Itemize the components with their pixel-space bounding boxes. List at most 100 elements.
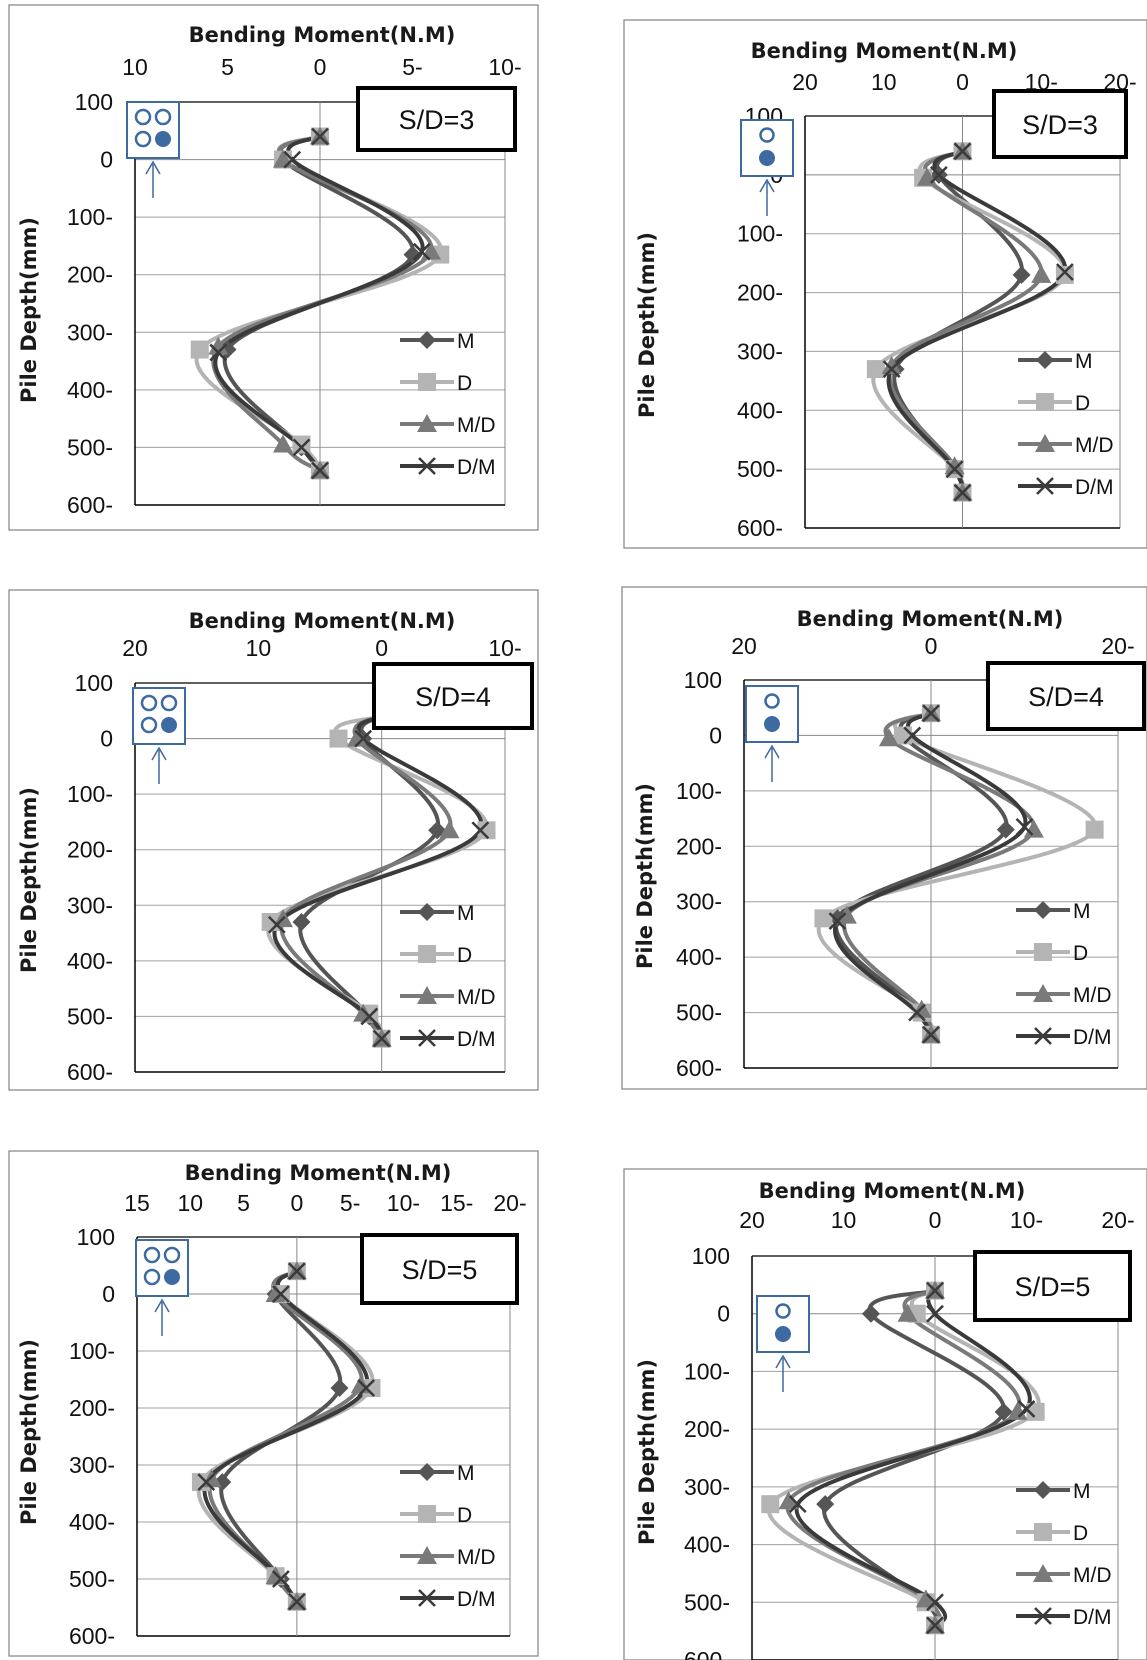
legend-label: D/M [457, 1588, 496, 1611]
legend-label: M/D [1073, 984, 1112, 1007]
data-point [190, 340, 209, 359]
sd-ratio-box [973, 1250, 1132, 1322]
y-tick-label: 400- [676, 944, 722, 970]
y-tick-label: 100- [684, 1358, 730, 1384]
x-tick-label: 10 [122, 54, 148, 80]
data-point [922, 1025, 940, 1044]
y-tick-label: 200- [737, 280, 783, 306]
legend-label: M [457, 1462, 475, 1485]
legend-marker [1034, 1481, 1052, 1499]
legend-label: M [1075, 350, 1093, 373]
y-tick-label: 200- [684, 1416, 730, 1442]
data-point [283, 150, 302, 169]
data-point [271, 1285, 290, 1303]
data-point [994, 1402, 1013, 1421]
x-tick-label: 10 [871, 69, 897, 95]
x-tick-label: 0 [925, 633, 938, 659]
chart-panel: Bending Moment(N.M) 10 5 0 5- 10- 100 0 100- 200-… [8, 4, 539, 531]
data-point [926, 1304, 944, 1323]
legend-marker [1036, 393, 1054, 411]
data-point [882, 360, 901, 378]
y-axis-title: Pile Depth(mm) [633, 783, 657, 969]
sd-ratio-box [372, 662, 534, 730]
series-line-d-m [213, 134, 425, 472]
legend-marker [418, 373, 436, 391]
x-tick-label: 20 [122, 635, 148, 661]
x-tick-label: 5 [237, 1190, 250, 1216]
data-point [292, 912, 311, 931]
legend-marker [418, 903, 436, 921]
y-tick-label: 500- [676, 1000, 722, 1026]
legend-marker [1033, 984, 1053, 1002]
legend-marker [1034, 1523, 1052, 1541]
four-pile-group-icon [126, 101, 180, 198]
sd-ratio-box [356, 86, 517, 152]
legend-label: M/D [1075, 434, 1114, 457]
x-tick-label: 10- [488, 635, 521, 661]
y-tick-label: 100- [69, 1338, 115, 1364]
data-point [1017, 1400, 1036, 1418]
data-point [329, 729, 348, 748]
x-axis-title: Bending Moment(N.M) [797, 607, 1064, 631]
data-point [897, 1303, 918, 1322]
legend-label: D/M [457, 456, 496, 479]
series-line-d-m [272, 714, 484, 1040]
y-tick-label: 300- [737, 338, 783, 364]
legend-label: D [1075, 392, 1090, 415]
legend-label: M/D [457, 986, 496, 1009]
legend: MD M/D D/M [400, 330, 496, 479]
legend: MD M/D D/M [400, 902, 496, 1051]
x-tick-label: 15- [440, 1190, 473, 1216]
legend-marker [1033, 1564, 1053, 1582]
series-markers-d-m [267, 707, 490, 1048]
y-tick-label: 300- [67, 892, 113, 918]
series-line-d-m [886, 149, 1067, 494]
x-tick-label: 10- [1010, 1207, 1043, 1233]
series-markers-d-m [882, 142, 1074, 502]
chart-frame [8, 589, 539, 1091]
data-point [311, 127, 329, 146]
x-tick-label: 10 [831, 1207, 857, 1233]
legend-marker [417, 986, 437, 1004]
y-axis-title: Pile Depth(mm) [635, 232, 659, 418]
legend: MD M/D D/M [1016, 900, 1112, 1049]
legend-label: M [1073, 1480, 1091, 1503]
x-tick-label: 0 [314, 54, 327, 80]
chart-panel: Bending Moment(N.M) 20 0 20- 100 0 100- 200- 300… [621, 586, 1147, 1090]
y-tick-label: 400- [69, 1509, 115, 1535]
data-point [1007, 1401, 1028, 1420]
legend: MD M/D D/M [1018, 350, 1114, 499]
y-tick-label: 100 [75, 670, 113, 696]
legend-label: M/D [1073, 1564, 1112, 1587]
data-point [412, 242, 431, 261]
y-tick-label: 400- [737, 397, 783, 423]
legend-label: D/M [1073, 1026, 1112, 1049]
x-tick-label: 0 [375, 635, 388, 661]
x-tick-label: 20 [739, 1207, 765, 1233]
x-tick-label: 20- [493, 1190, 526, 1216]
y-axis-title: Pile Depth(mm) [635, 1359, 659, 1545]
data-point [861, 1304, 880, 1323]
data-point [908, 1003, 926, 1022]
legend-marker [418, 1589, 436, 1607]
data-point [761, 1495, 780, 1514]
legend-label: D/M [457, 1028, 496, 1051]
y-tick-label: 100- [67, 204, 113, 230]
legend-label: M/D [457, 414, 496, 437]
data-point [1026, 1402, 1045, 1421]
data-point [881, 356, 902, 375]
data-point [403, 245, 422, 264]
data-point [267, 915, 286, 934]
legend-marker [417, 1546, 437, 1564]
series-markers-d-m [209, 127, 431, 480]
y-tick-label: 100 [75, 89, 113, 115]
data-point [903, 726, 922, 745]
sd-ratio-label: S/D=5 [402, 1255, 478, 1285]
y-tick-label: 400- [67, 948, 113, 974]
y-tick-label: 200- [67, 837, 113, 863]
data-point [915, 1589, 936, 1608]
sd-ratio-label: S/D=4 [1028, 682, 1104, 712]
y-tick-label: 600- [737, 515, 783, 541]
data-point [922, 704, 940, 723]
